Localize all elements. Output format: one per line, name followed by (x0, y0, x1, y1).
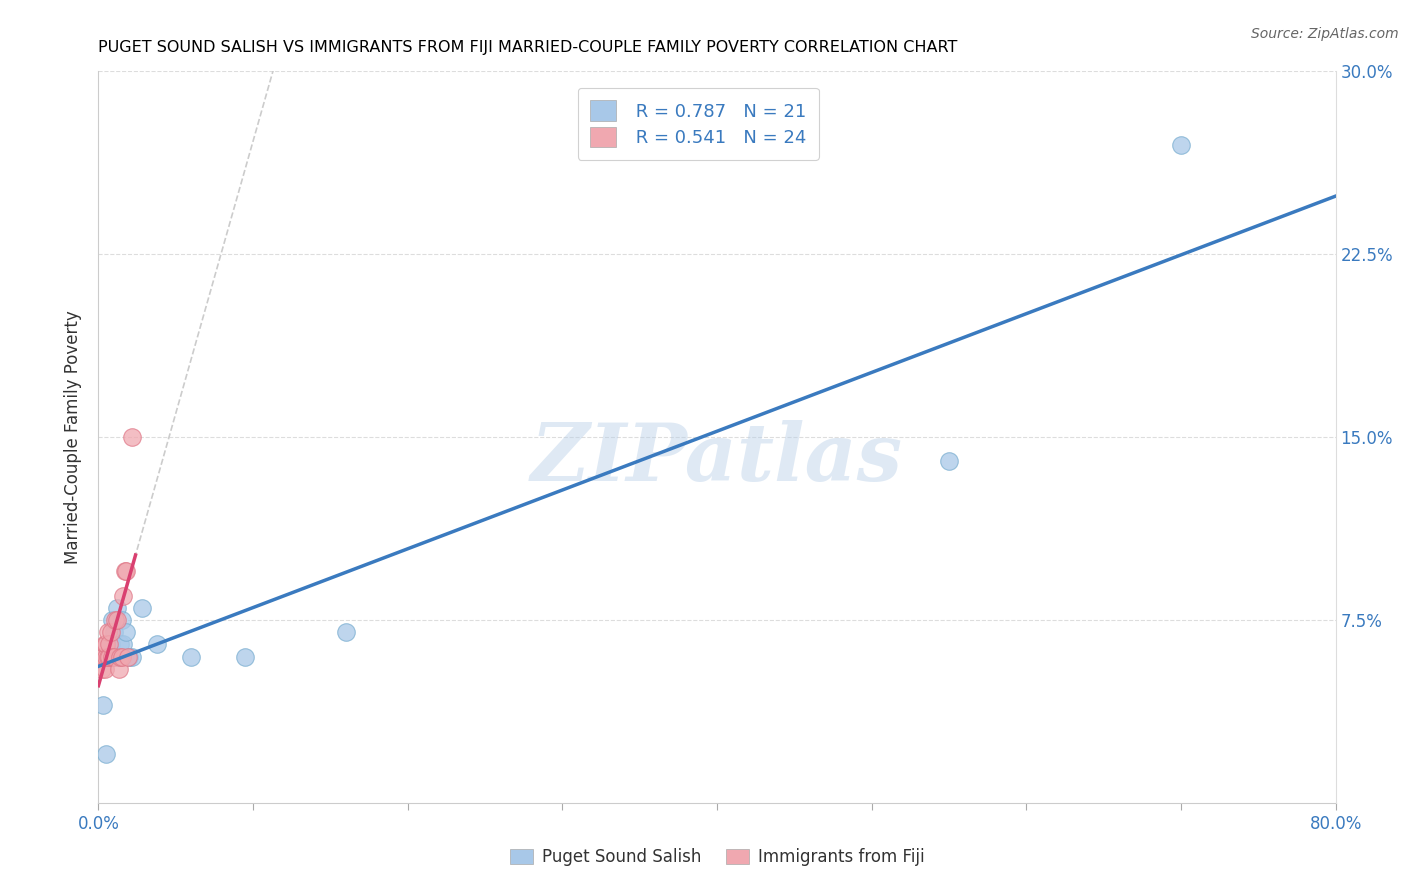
Point (100, 625, 122, 640)
Point (108, 637, 131, 651)
Point (335, 625, 357, 640)
Point (93, 637, 115, 651)
Point (108, 649, 131, 664)
Point (1170, 137, 1192, 152)
Point (101, 649, 124, 664)
Point (93, 662, 115, 676)
Point (114, 564, 136, 578)
Point (105, 613, 128, 627)
Point (111, 649, 134, 664)
Point (100, 637, 122, 651)
Point (121, 649, 143, 664)
Text: PUGET SOUND SALISH VS IMMIGRANTS FROM FIJI MARRIED-COUPLE FAMILY POVERTY CORRELA: PUGET SOUND SALISH VS IMMIGRANTS FROM FI… (98, 40, 957, 55)
Text: ZIPatlas: ZIPatlas (531, 420, 903, 498)
Point (91, 698, 114, 713)
Point (97, 649, 120, 664)
Point (104, 613, 127, 627)
Point (112, 589, 135, 603)
Point (98, 649, 121, 664)
Point (97, 625, 120, 640)
Point (131, 600, 153, 615)
Point (103, 625, 125, 640)
Point (112, 637, 135, 651)
Y-axis label: Married-Couple Family Poverty: Married-Couple Family Poverty (65, 310, 83, 564)
Point (146, 637, 169, 651)
Point (235, 649, 257, 664)
Point (91, 649, 114, 664)
Point (111, 613, 134, 627)
Legend: Puget Sound Salish, Immigrants from Fiji: Puget Sound Salish, Immigrants from Fiji (502, 840, 932, 875)
Point (115, 564, 138, 578)
Point (96, 637, 118, 651)
Point (90, 662, 112, 676)
Point (96, 649, 118, 664)
Point (107, 662, 129, 676)
Point (89, 649, 111, 664)
Point (118, 649, 141, 664)
Point (180, 649, 202, 664)
Point (103, 649, 125, 664)
Legend:  R = 0.787   N = 21,  R = 0.541   N = 24: R = 0.787 N = 21, R = 0.541 N = 24 (578, 87, 818, 160)
Point (117, 649, 139, 664)
Point (115, 625, 138, 640)
Point (107, 649, 129, 664)
Point (121, 430, 143, 444)
Point (98, 649, 121, 664)
Point (105, 600, 128, 615)
Text: Source: ZipAtlas.com: Source: ZipAtlas.com (1251, 27, 1399, 41)
Point (938, 454, 960, 468)
Point (98, 637, 121, 651)
Point (101, 613, 124, 627)
Point (96, 747, 118, 761)
